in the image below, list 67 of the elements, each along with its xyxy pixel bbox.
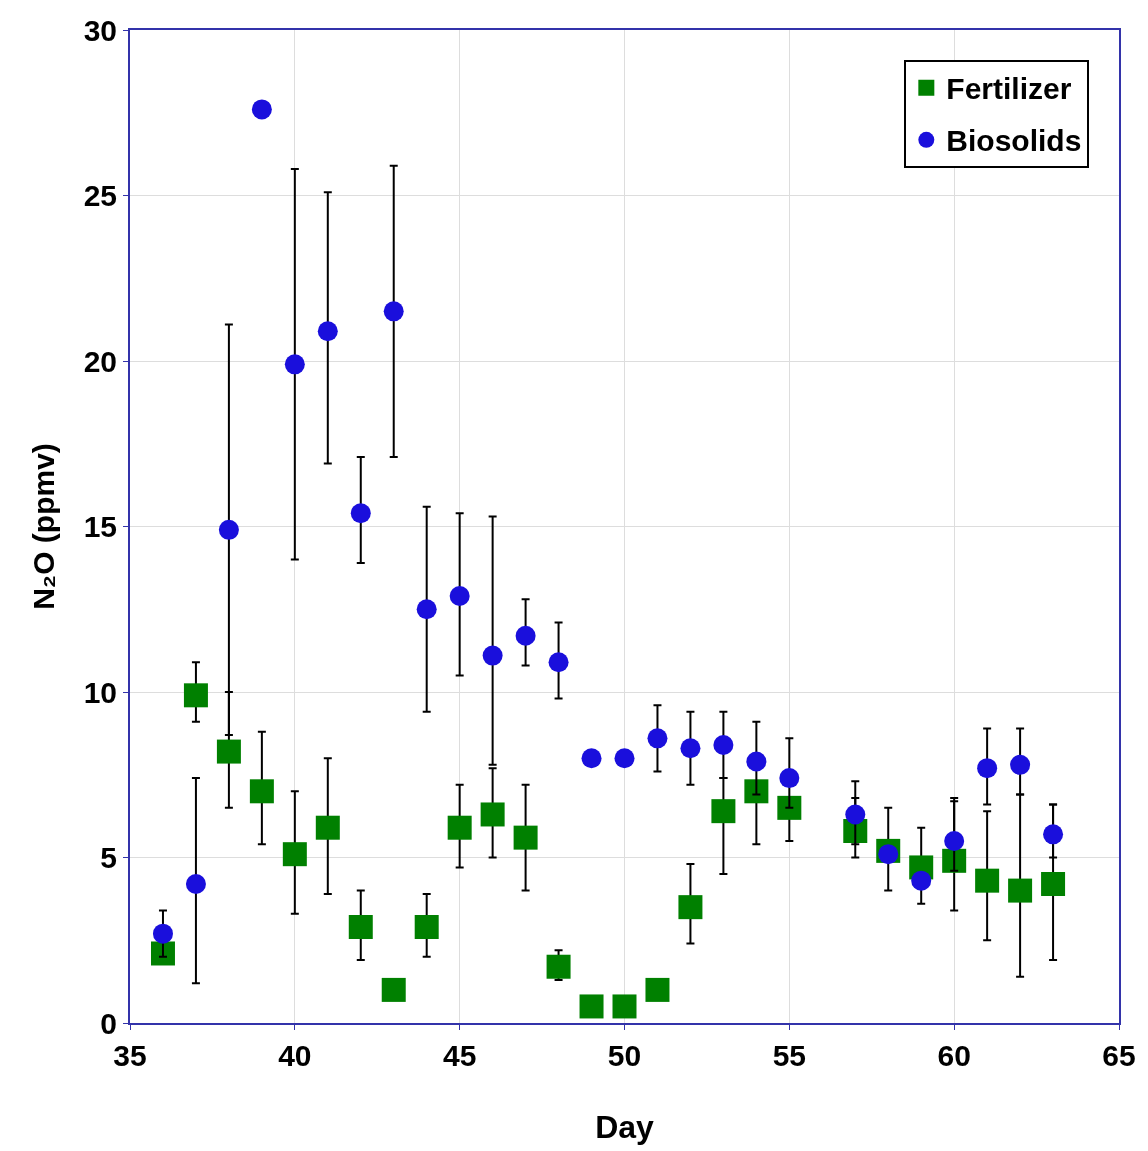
point: [678, 895, 703, 920]
point: [381, 977, 406, 1002]
point: [581, 748, 602, 769]
point: [251, 99, 272, 120]
x-tick-label: 60: [937, 1039, 971, 1072]
point: [383, 301, 404, 322]
point: [845, 804, 866, 825]
point: [744, 779, 769, 804]
point: [183, 683, 208, 708]
x-tick-label: 35: [113, 1039, 147, 1072]
y-tick-label: 0: [100, 1006, 117, 1040]
point: [977, 758, 998, 779]
point: [480, 802, 505, 827]
point: [1010, 754, 1031, 775]
point: [317, 321, 338, 342]
point: [878, 844, 899, 865]
y-tick-label: 20: [83, 344, 117, 378]
point: [1043, 824, 1064, 845]
point: [911, 870, 932, 891]
point: [680, 738, 701, 759]
y-tick-label: 10: [83, 675, 117, 709]
x-axis-title: Day: [595, 1109, 655, 1146]
point: [975, 868, 1000, 893]
point: [1008, 878, 1033, 903]
y-tick-label: 5: [100, 841, 117, 874]
x-tick-label: 40: [278, 1039, 312, 1072]
point: [482, 645, 503, 666]
point: [348, 915, 373, 940]
point: [1041, 871, 1066, 896]
x-tick-label: 50: [607, 1039, 642, 1072]
x-tick-label: 65: [1102, 1039, 1136, 1072]
point: [548, 652, 569, 673]
point: [282, 842, 307, 867]
point: [579, 994, 604, 1019]
legend-label: Fertilizer: [946, 72, 1072, 106]
point: [416, 599, 437, 620]
point: [614, 748, 635, 769]
point: [414, 915, 439, 940]
point: [777, 795, 802, 820]
point: [515, 625, 536, 646]
point: [249, 779, 274, 804]
point: [645, 977, 670, 1002]
y-tick-label: 30: [83, 13, 117, 47]
point: [546, 954, 571, 979]
point: [350, 503, 371, 524]
point: [779, 768, 800, 789]
point: [449, 586, 470, 606]
point: [152, 923, 173, 944]
legend-label: Biosolids: [946, 124, 1082, 158]
point: [711, 799, 736, 824]
point: [647, 728, 668, 749]
y-tick-label: 15: [83, 510, 117, 543]
y-axis-title: N₂O (ppmv): [27, 443, 61, 610]
point: [284, 354, 305, 375]
point: [746, 751, 767, 772]
point: [185, 873, 206, 894]
point: [216, 739, 241, 764]
point: [315, 815, 340, 840]
point: [218, 519, 239, 540]
point: [944, 830, 965, 851]
y-tick-label: 25: [83, 179, 117, 212]
x-tick-label: 55: [772, 1039, 807, 1072]
point: [612, 994, 637, 1019]
point: [513, 825, 538, 850]
point: [447, 815, 472, 840]
x-tick-label: 45: [442, 1039, 477, 1072]
point: [713, 734, 734, 755]
